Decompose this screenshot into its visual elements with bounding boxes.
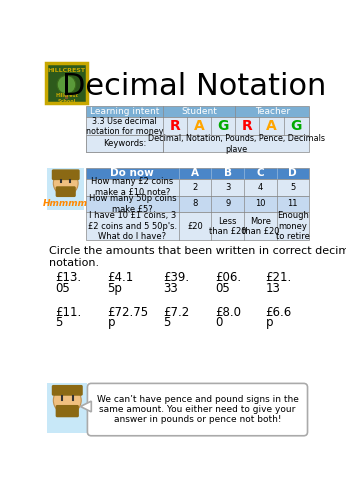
Text: Teacher: Teacher <box>255 107 290 116</box>
Text: How many £2 coins
make a £10 note?: How many £2 coins make a £10 note? <box>91 178 173 197</box>
Text: 11: 11 <box>288 200 298 208</box>
Text: Do now: Do now <box>110 168 154 178</box>
Text: 5p: 5p <box>108 282 122 295</box>
FancyBboxPatch shape <box>56 186 76 197</box>
Text: How many 50p coins
make £5?: How many 50p coins make £5? <box>89 194 176 214</box>
Text: £39.: £39. <box>163 271 190 284</box>
Text: 33: 33 <box>163 282 178 295</box>
Text: 3.3 Use decimal
notation for money: 3.3 Use decimal notation for money <box>86 116 163 136</box>
Text: 5: 5 <box>290 182 295 192</box>
FancyBboxPatch shape <box>86 106 309 117</box>
Text: 4: 4 <box>258 182 263 192</box>
Text: £13.: £13. <box>55 271 81 284</box>
Text: More
than £20: More than £20 <box>242 216 279 236</box>
Text: 05: 05 <box>55 282 70 295</box>
FancyBboxPatch shape <box>46 63 86 103</box>
Text: I have 10 £1 coins, 3
£2 coins and 5 50p's.
What do I have?: I have 10 £1 coins, 3 £2 coins and 5 50p… <box>88 212 177 241</box>
Text: £11.: £11. <box>55 306 81 318</box>
Text: 2: 2 <box>192 182 198 192</box>
Text: D: D <box>289 168 297 178</box>
Text: 3: 3 <box>225 182 230 192</box>
FancyBboxPatch shape <box>86 212 309 240</box>
FancyBboxPatch shape <box>86 136 309 152</box>
Text: Hillcrest
School: Hillcrest School <box>55 93 78 104</box>
Text: £8.0: £8.0 <box>215 306 241 318</box>
Text: A: A <box>266 119 277 133</box>
FancyBboxPatch shape <box>52 385 83 396</box>
Text: 0: 0 <box>215 316 223 330</box>
Text: £4.1: £4.1 <box>108 271 134 284</box>
Text: C: C <box>256 168 264 178</box>
Text: £20: £20 <box>187 222 203 231</box>
FancyBboxPatch shape <box>52 170 80 180</box>
Text: Decimal Notation: Decimal Notation <box>62 72 327 102</box>
Text: 8: 8 <box>192 200 198 208</box>
Text: 10: 10 <box>255 200 265 208</box>
Text: Hmmmm: Hmmmm <box>43 200 88 208</box>
Text: Enough
money
to retire: Enough money to retire <box>276 212 310 241</box>
Text: Keywords:: Keywords: <box>103 140 146 148</box>
FancyBboxPatch shape <box>86 196 309 212</box>
Text: Less
than £20: Less than £20 <box>209 216 246 236</box>
Text: 05: 05 <box>215 282 230 295</box>
Text: We can’t have pence and pound signs in the
same amount. You either need to give : We can’t have pence and pound signs in t… <box>97 394 298 424</box>
Polygon shape <box>81 401 91 412</box>
FancyBboxPatch shape <box>86 168 309 178</box>
Text: G: G <box>291 119 302 133</box>
Text: Learning intent: Learning intent <box>90 107 159 116</box>
Circle shape <box>57 76 76 94</box>
Text: £06.: £06. <box>215 271 242 284</box>
Text: 5: 5 <box>163 316 171 330</box>
Text: £6.6: £6.6 <box>266 306 292 318</box>
Text: £21.: £21. <box>266 271 292 284</box>
Text: £7.2: £7.2 <box>163 306 190 318</box>
Text: A: A <box>191 168 199 178</box>
Text: £72.75: £72.75 <box>108 306 149 318</box>
Text: R: R <box>242 119 253 133</box>
FancyBboxPatch shape <box>86 178 309 196</box>
Text: 9: 9 <box>225 200 230 208</box>
Text: B: B <box>224 168 232 178</box>
Circle shape <box>53 386 81 414</box>
FancyBboxPatch shape <box>65 92 68 98</box>
Text: p: p <box>266 316 273 330</box>
FancyBboxPatch shape <box>56 405 79 417</box>
FancyBboxPatch shape <box>47 384 88 434</box>
FancyBboxPatch shape <box>47 168 84 210</box>
Text: Decimal, Notation, Pounds, Pence, Decimals
plave: Decimal, Notation, Pounds, Pence, Decima… <box>148 134 325 154</box>
Text: G: G <box>218 119 229 133</box>
FancyBboxPatch shape <box>86 136 163 152</box>
Text: Circle the amounts that been written in correct decimal
notation.: Circle the amounts that been written in … <box>49 246 346 268</box>
Text: 13: 13 <box>266 282 281 295</box>
Text: p: p <box>108 316 115 330</box>
Text: 5: 5 <box>55 316 62 330</box>
Text: HILLCREST: HILLCREST <box>47 68 85 73</box>
FancyBboxPatch shape <box>88 384 308 436</box>
Text: Student: Student <box>181 107 217 116</box>
Circle shape <box>53 171 78 196</box>
FancyBboxPatch shape <box>86 117 309 136</box>
Text: A: A <box>194 119 205 133</box>
Text: R: R <box>170 119 181 133</box>
